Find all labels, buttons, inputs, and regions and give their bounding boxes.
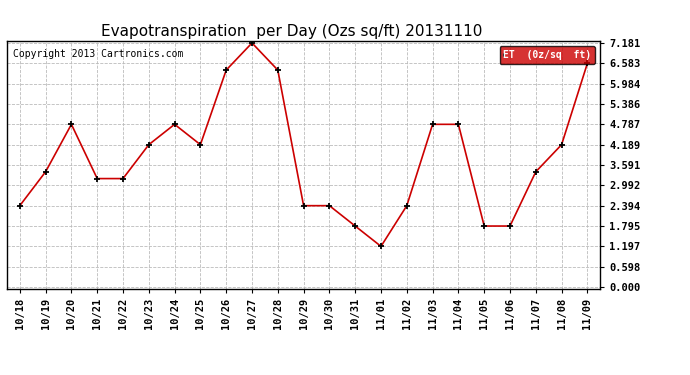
Legend: ET  (0z/sq  ft): ET (0z/sq ft) bbox=[500, 46, 595, 64]
Title: Evapotranspiration  per Day (Ozs sq/ft) 20131110: Evapotranspiration per Day (Ozs sq/ft) 2… bbox=[101, 24, 482, 39]
Text: Copyright 2013 Cartronics.com: Copyright 2013 Cartronics.com bbox=[13, 49, 184, 58]
